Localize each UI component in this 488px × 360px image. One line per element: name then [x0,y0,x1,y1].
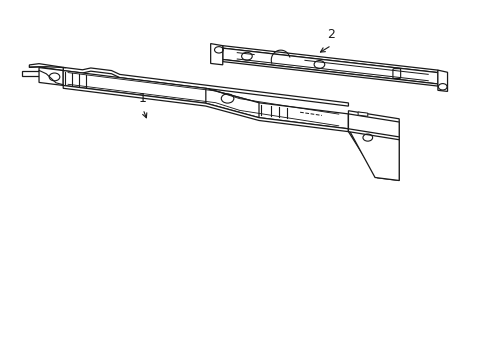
Polygon shape [437,70,447,91]
Text: 2: 2 [327,28,335,41]
Polygon shape [223,48,437,84]
Polygon shape [63,67,348,106]
Polygon shape [210,44,223,65]
Text: 1: 1 [139,92,146,105]
Polygon shape [63,71,348,129]
Polygon shape [205,88,259,118]
Polygon shape [29,64,63,71]
Polygon shape [39,68,63,85]
Polygon shape [348,129,398,140]
Polygon shape [357,112,367,116]
Polygon shape [348,114,398,180]
Polygon shape [348,111,398,180]
Polygon shape [63,85,348,132]
Polygon shape [223,59,437,86]
Polygon shape [223,46,437,73]
Polygon shape [22,71,63,76]
